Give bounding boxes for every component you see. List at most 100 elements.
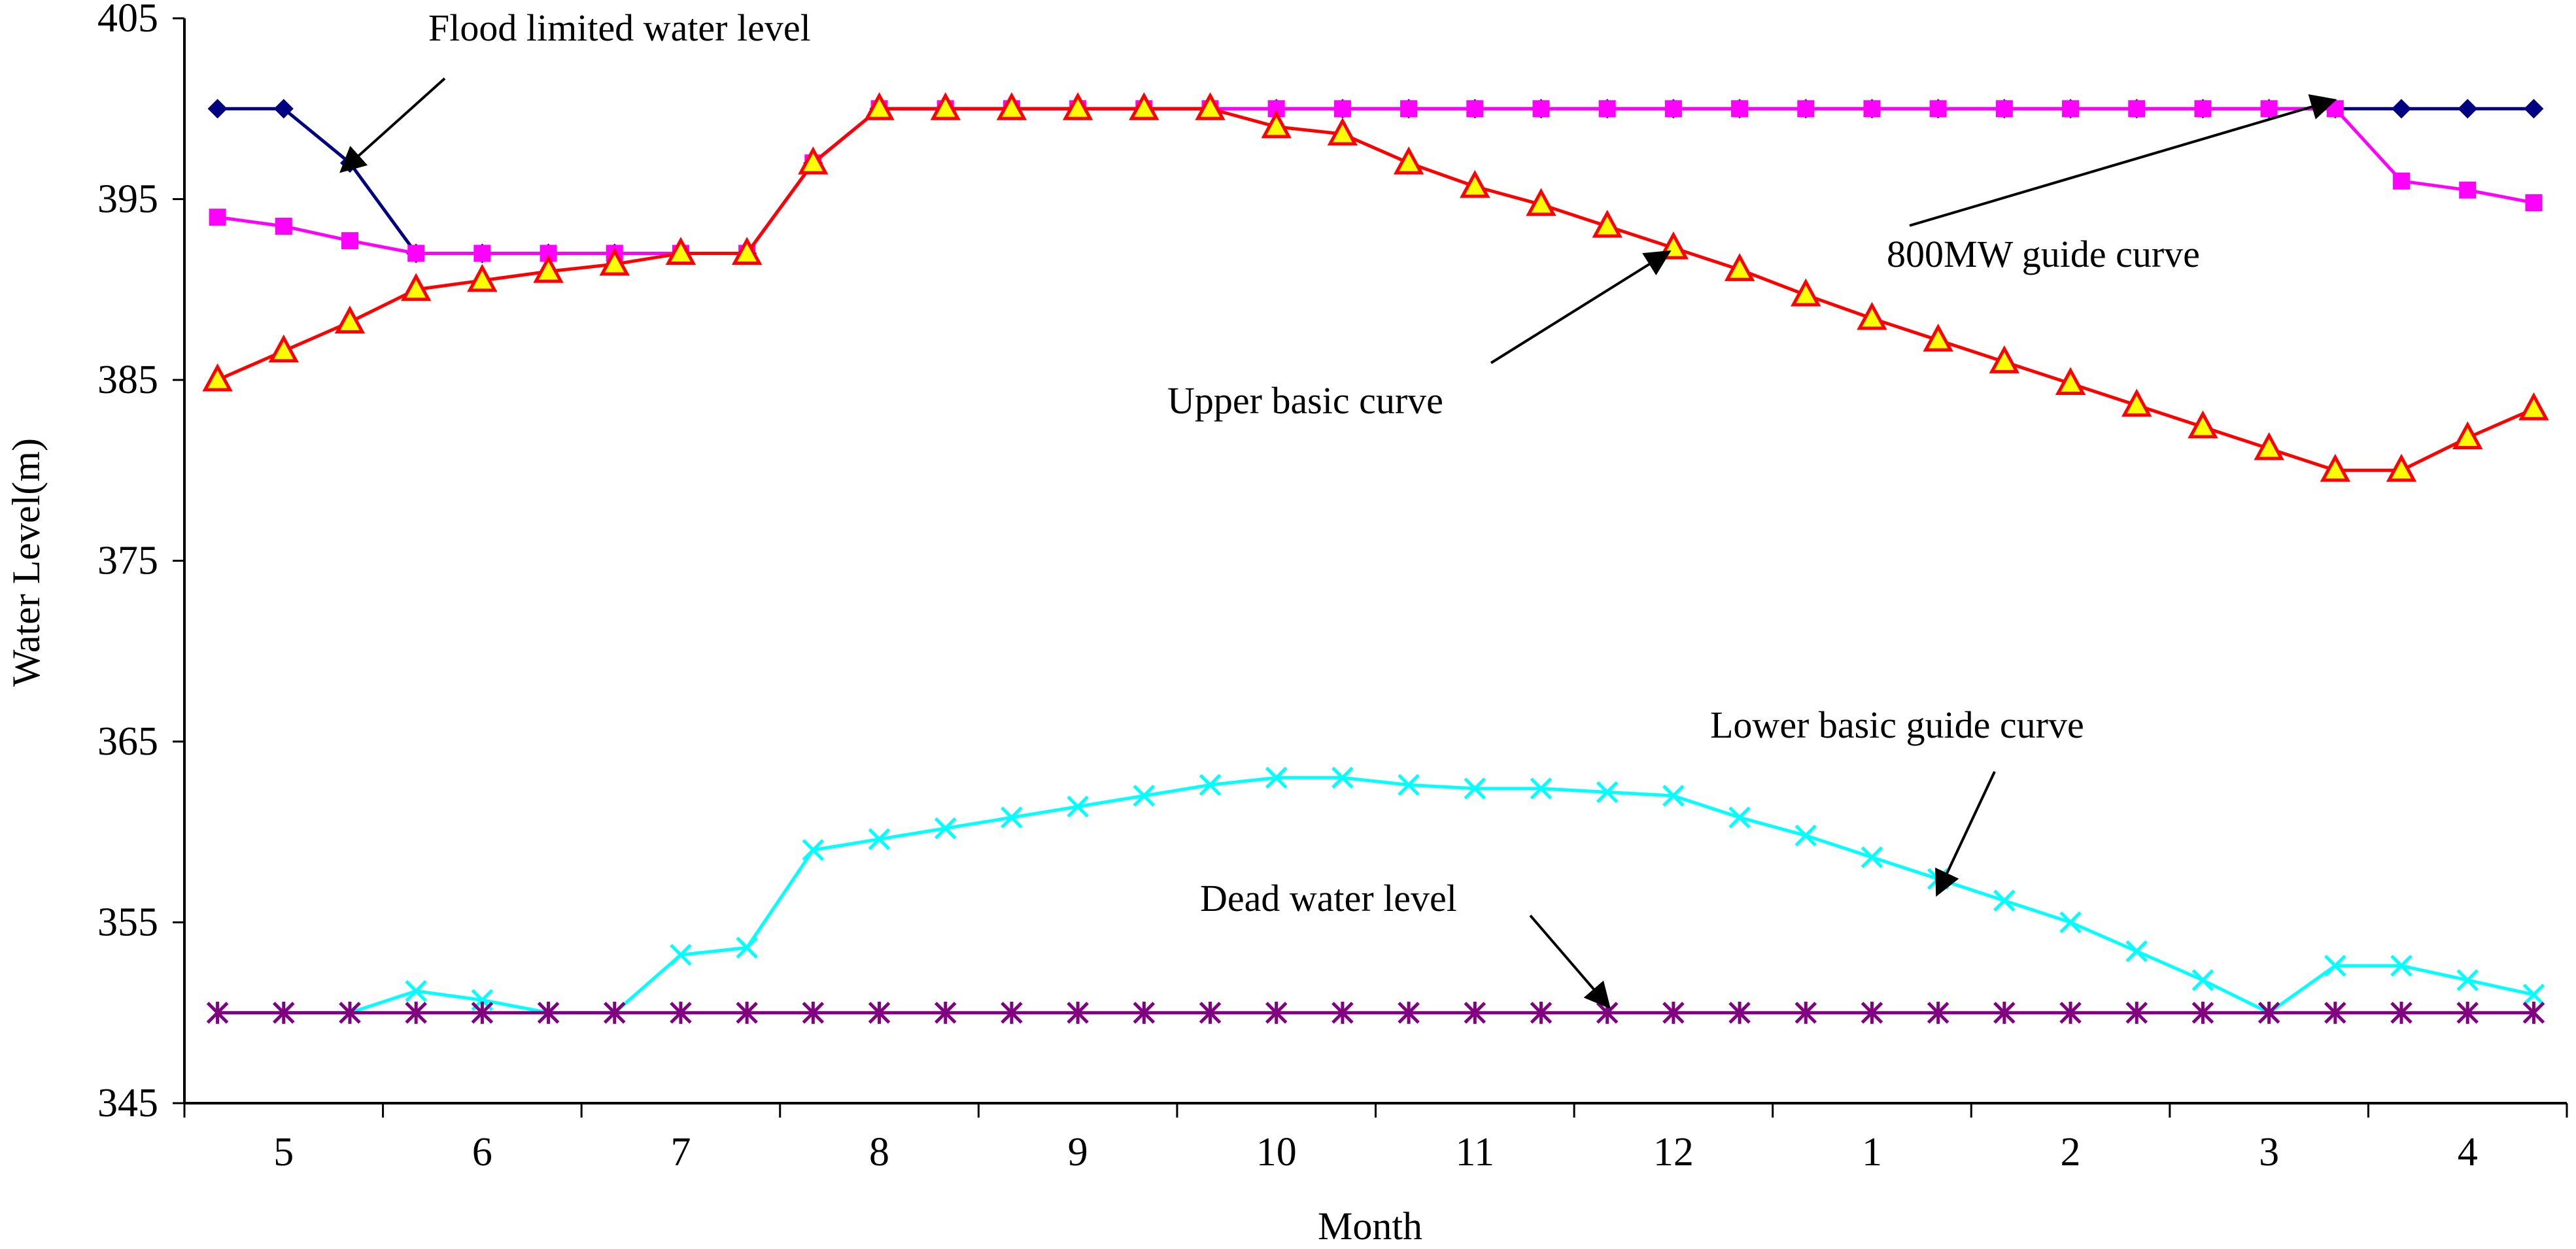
x-tick-label: 7 (670, 1130, 691, 1174)
data-point-x (736, 936, 758, 959)
data-point-x (2059, 911, 2082, 934)
data-point-x-stroke (1795, 825, 1817, 847)
data-point-asterisk (2059, 1001, 2082, 1024)
data-point-triangle (1989, 345, 2020, 373)
data-point-triangle (2320, 454, 2351, 482)
data-point-x (2456, 969, 2479, 991)
annotation-flood-limited: Flood limited water level (428, 7, 811, 49)
data-point-square (1863, 100, 1881, 118)
data-point-square (1664, 100, 1682, 118)
data-point-asterisk (670, 1001, 692, 1024)
data-point-asterisk (1199, 1001, 1222, 1024)
data-point-square (1797, 100, 1815, 118)
data-point-triangle (864, 92, 895, 120)
data-point-x (1001, 806, 1023, 829)
data-point-triangle (1062, 92, 1093, 120)
data-point-diamond (2392, 99, 2412, 119)
data-point-x (1464, 778, 1486, 800)
data-point-triangle (1526, 188, 1556, 216)
x-tick-label: 1 (1862, 1130, 1882, 1174)
data-point-asterisk (1265, 1001, 1288, 1024)
y-tick-label: 355 (97, 900, 158, 945)
series-line-upper-basic-curve (216, 107, 2535, 472)
data-point-square (2128, 100, 2146, 118)
data-point-triangle (1857, 301, 1887, 330)
data-point-x (1795, 825, 1817, 847)
series-line-flood-limited-water-level (217, 107, 2534, 255)
data-point-x (1861, 846, 1883, 868)
y-tick-label: 395 (97, 177, 158, 222)
data-point-x-stroke (736, 936, 758, 959)
data-point-x (934, 817, 957, 840)
data-point-triangle (2055, 367, 2086, 396)
y-tick-label: 385 (97, 358, 158, 402)
data-point-asterisk (339, 1001, 361, 1024)
data-point-square (209, 209, 226, 226)
data-point-square (1532, 100, 1550, 118)
data-point-triangle (1195, 92, 1226, 120)
data-point-asterisk (471, 1001, 494, 1024)
data-point-x (1596, 781, 1619, 804)
data-point-x (2191, 969, 2214, 991)
data-point-triangle (996, 92, 1027, 120)
data-point-x-stroke (802, 839, 825, 861)
data-point-x (2522, 984, 2545, 1006)
x-tick-label: 2 (2061, 1130, 2081, 1174)
data-point-asterisk (2390, 1001, 2413, 1024)
x-tick-label: 5 (273, 1130, 294, 1174)
y-tick-label: 345 (97, 1081, 158, 1125)
x-tick-label: 12 (1653, 1130, 1694, 1174)
x-tick-label: 10 (1256, 1130, 1297, 1174)
data-point-triangle (798, 146, 829, 175)
annotation-upper-basic: Upper basic curve (1167, 379, 1443, 422)
data-point-asterisk (736, 1001, 758, 1024)
data-point-asterisk (2191, 1001, 2214, 1024)
data-point-square (275, 217, 292, 235)
data-point-asterisk (1133, 1001, 1156, 1024)
data-point-x-stroke (1199, 774, 1222, 796)
x-axis-label: Month (1318, 1205, 1422, 1248)
data-point-x-stroke (1464, 778, 1486, 800)
data-point-x (1993, 889, 2016, 912)
data-point-asterisk (2324, 1001, 2346, 1024)
data-point-triangle (1327, 117, 1358, 146)
data-point-triangle (1724, 253, 1755, 281)
data-point-x-stroke (1001, 806, 1023, 829)
data-point-x (1530, 778, 1553, 800)
annotation-arrow (1529, 914, 1611, 1009)
data-point-x-stroke (670, 944, 692, 967)
x-axis-ticks: 5 6 7 8 9 10 11 12 1 2 3 4 (183, 1103, 2568, 1174)
annotation-800mw-guide: 800MW guide curve (1887, 233, 2200, 275)
data-point-asterisk (405, 1001, 427, 1024)
data-point-asterisk (1927, 1001, 1949, 1024)
annotation-arrow (1935, 771, 1996, 897)
data-point-asterisk (1067, 1001, 1089, 1024)
data-point-square (1333, 100, 1351, 118)
data-point-triangle (2518, 392, 2549, 420)
data-point-triangle (2254, 432, 2284, 460)
data-point-square (1400, 100, 1418, 118)
x-tick-label: 9 (1068, 1130, 1088, 1174)
data-point-diamond (2458, 99, 2478, 119)
data-point-triangle (2386, 454, 2417, 482)
data-point-asterisk (802, 1001, 825, 1024)
y-tick-label: 365 (97, 719, 158, 764)
data-point-triangle (533, 254, 564, 283)
data-point-triangle (599, 247, 630, 276)
data-point-x-stroke (2191, 969, 2214, 991)
data-point-triangle (334, 305, 366, 334)
annotation-layer: Flood limited water level 800MW guide cu… (339, 7, 2337, 1009)
data-point-square (473, 245, 491, 262)
data-point-triangle (467, 264, 498, 292)
data-point-asterisk (1464, 1001, 1486, 1024)
data-point-triangle (2188, 410, 2218, 439)
data-point-triangle (930, 92, 961, 120)
data-point-asterisk (2258, 1001, 2280, 1024)
data-point-square (1929, 100, 1947, 118)
data-point-square (2260, 100, 2278, 118)
data-point-x-stroke (1861, 846, 1883, 868)
data-point-diamond (2524, 99, 2544, 119)
data-point-x (868, 828, 891, 851)
data-point-asterisk (273, 1001, 295, 1024)
